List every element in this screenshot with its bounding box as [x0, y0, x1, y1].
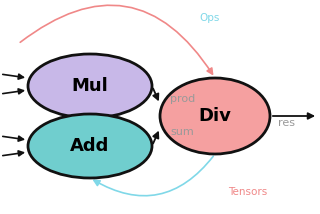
Text: sum: sum [170, 127, 194, 137]
Text: res: res [278, 118, 295, 128]
Ellipse shape [28, 114, 152, 178]
Text: Add: Add [70, 137, 110, 155]
Text: prod: prod [170, 94, 195, 104]
Text: Tensors: Tensors [228, 187, 268, 197]
Text: Ops: Ops [200, 13, 220, 23]
Text: Div: Div [199, 107, 231, 125]
Ellipse shape [28, 54, 152, 118]
Ellipse shape [160, 78, 270, 154]
Text: Mul: Mul [72, 77, 108, 95]
